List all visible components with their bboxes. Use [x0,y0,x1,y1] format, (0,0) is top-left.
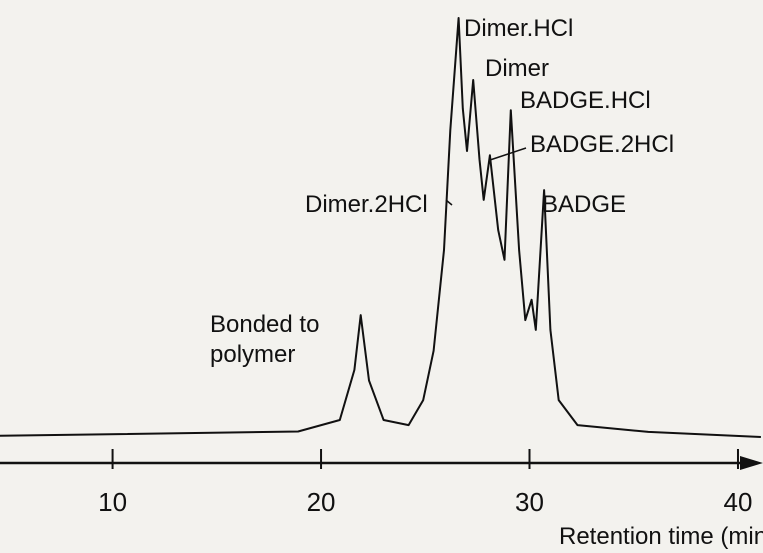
peak-label: BADGE.2HCl [530,131,675,158]
x-tick-label: 30 [515,487,544,517]
x-axis-label: Retention time (min) [559,523,763,550]
trace [0,17,761,438]
x-tick-label: 40 [724,487,753,517]
peak-label: BADGE.HCl [520,87,651,114]
peak-label: Dimer.HCl [464,15,574,42]
axis-arrow [740,456,763,470]
peak-label: Dimer [485,55,549,82]
x-tick-label: 20 [307,487,336,517]
peak-label: Dimer.2HCl [305,191,428,218]
x-tick-label: 10 [98,487,127,517]
peak-label: Bonded to polymer [210,311,320,368]
peak-label: BADGE [542,191,627,218]
